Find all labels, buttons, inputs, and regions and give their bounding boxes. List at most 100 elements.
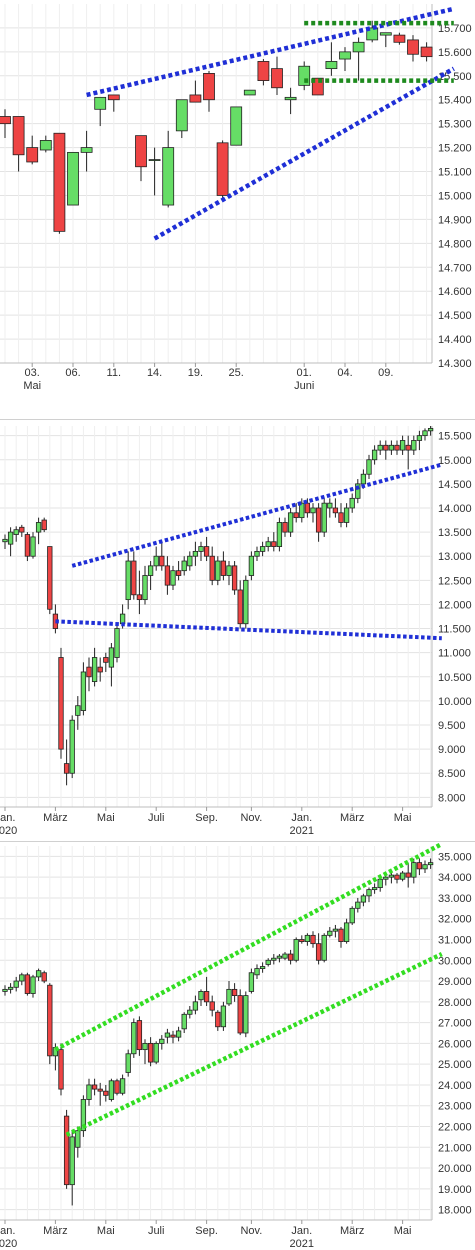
candle-body [315,507,322,533]
candle-body [2,538,8,543]
candle-body [287,953,294,961]
candle-down [47,546,53,615]
candle-down [47,983,53,1065]
candle-up [411,858,417,884]
candle-body [41,519,47,531]
candle-body [159,555,165,567]
y-tick-label: 22.000 [438,1122,472,1134]
candle-down [24,972,31,996]
candle-up [198,989,204,1006]
candle-body [343,922,350,942]
candle-down [0,109,11,139]
candle-up [170,565,176,590]
y-tick-label: 15.100 [438,167,472,179]
candle-down [97,657,103,682]
candle-body [315,943,322,961]
y-tick-label: 8.000 [438,792,466,804]
candle-up [35,517,42,545]
candle-down [107,94,120,112]
candle-up [276,517,283,552]
candle-down [315,503,322,542]
y-tick-label: 21.000 [438,1142,472,1154]
panel-divider [0,419,475,420]
candle-down [41,970,47,984]
y-tick-label: 19.000 [438,1184,472,1196]
candle-body [405,444,411,451]
trend-line [54,842,443,1052]
candle-up [148,147,161,196]
candle-down [231,983,238,1002]
y-tick-label: 14.600 [438,286,472,298]
candle-body [360,895,367,903]
candle-down [103,1084,109,1102]
y-tick-label: 29.000 [438,976,472,988]
candle-body [209,555,215,581]
candle-body [377,444,383,451]
candle-body [420,46,433,58]
candle-down [147,1037,154,1067]
x-tick-sublabel: Juni [294,380,314,392]
candle-up [198,541,204,562]
candlestick-chart-1: 15.70015.60015.50015.40015.30015.20015.1… [0,0,475,395]
candle-up [248,551,255,581]
candle-up [399,870,406,882]
candle-body [366,889,372,897]
candle-up [411,435,417,455]
candle-body [125,1053,131,1073]
candle-body [13,529,19,535]
candle-body [12,116,25,156]
candle-body [352,41,365,53]
y-tick-label: 32.000 [438,914,472,926]
candle-body [91,657,98,683]
candle-up [416,430,423,451]
candle-body [30,976,36,994]
candle-up [119,1074,126,1096]
candle-body [383,444,389,451]
y-tick-label: 10.000 [438,696,472,708]
candle-body [304,934,311,942]
candle-body [310,934,316,945]
candle-up [80,1095,87,1137]
candle-down [383,440,389,460]
candle-up [131,1018,137,1058]
candle-body [53,132,66,232]
candle-body [405,872,411,878]
candle-up [2,534,8,549]
candles [2,426,434,786]
candle-body [136,1020,143,1051]
candle-up [293,937,299,963]
x-tick-label: Mai [394,812,412,824]
candle-up [254,964,260,979]
x-tick-label: 06. [65,367,80,379]
candle-body [254,550,260,557]
candle-down [131,551,137,600]
candle-up [39,135,52,153]
candle-body [24,534,31,557]
candle-body [153,555,159,567]
candle-down [338,927,344,948]
candle-body [175,1030,182,1038]
trend-lines [86,6,455,241]
trend-line [65,952,443,1137]
candle-body [80,147,93,153]
candle-body [220,560,227,576]
candle-down [114,1078,120,1096]
candle-up [86,1078,92,1106]
candle-up [355,897,361,913]
candles [0,20,433,234]
candle-down [63,739,70,786]
candle-up [287,507,294,537]
x-tick-label: Jan. [0,812,15,824]
candle-up [164,1028,171,1044]
candle-down [189,80,202,103]
candle-body [243,89,256,96]
candle-body [338,512,344,523]
candle-down [393,32,406,45]
candle-body [47,984,53,1057]
candle-down [12,116,25,172]
candle-body [343,507,350,523]
candle-up [360,893,367,907]
candle-body [371,449,378,461]
candle-body [407,39,419,55]
candle-up [13,976,19,992]
